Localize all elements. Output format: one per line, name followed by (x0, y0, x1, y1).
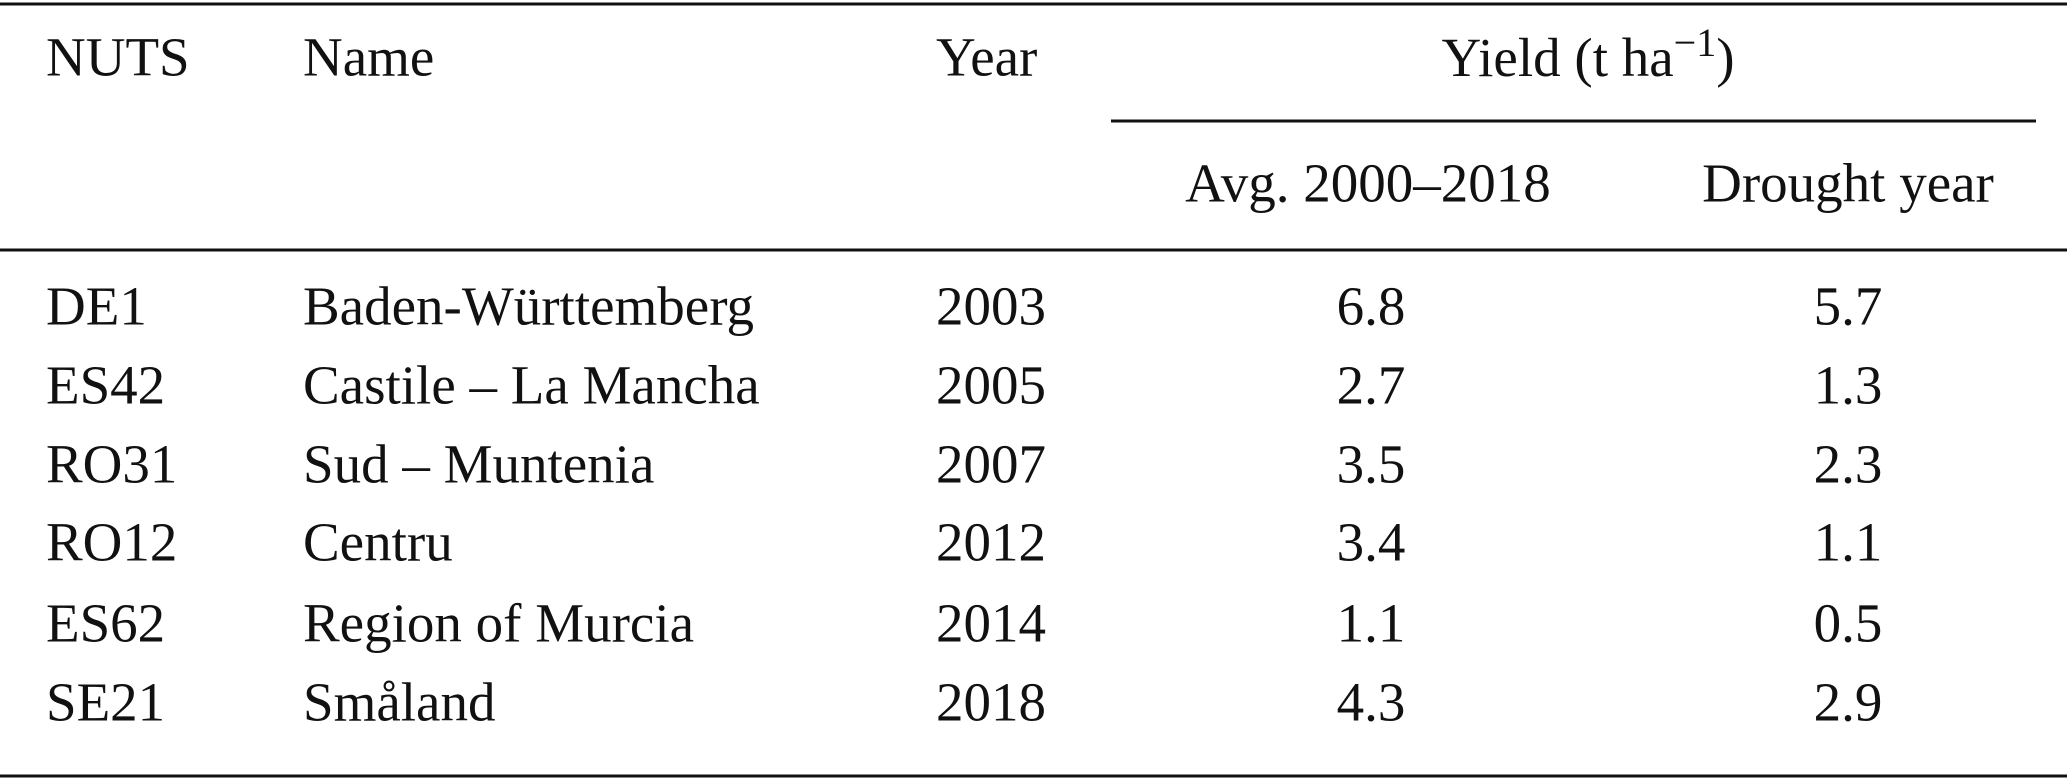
subcolumn-header: Drought year (1702, 153, 1994, 214)
subcolumn-header: Avg. 2000–2018 (1185, 153, 1551, 214)
column-header: NUTS (46, 27, 190, 88)
cell: 2.3 (1814, 434, 1883, 495)
cell: Sud – Muntenia (303, 434, 654, 495)
cell: Centru (303, 512, 453, 573)
column-header: Name (303, 27, 434, 88)
cell: 1.3 (1814, 355, 1883, 416)
cell: RO12 (46, 512, 177, 573)
cell: 3.5 (1337, 434, 1406, 495)
cell: ES42 (46, 355, 165, 416)
group-text: Yield (t ha (1441, 27, 1673, 88)
cell: 1.1 (1337, 593, 1406, 654)
group-sup: −1 (1674, 20, 1717, 65)
cell: 3.4 (1337, 512, 1406, 573)
cell: DE1 (46, 276, 147, 337)
cell: 1.1 (1814, 512, 1883, 573)
cell: RO31 (46, 434, 177, 495)
cell: Baden-Württemberg (303, 276, 754, 337)
cell: 2007 (936, 434, 1046, 495)
cell: 6.8 (1337, 276, 1406, 337)
cell: Småland (303, 672, 495, 733)
cell: 2.9 (1814, 672, 1883, 733)
cell: 0.5 (1814, 593, 1883, 654)
group-end: ) (1716, 27, 1734, 88)
cell: Region of Murcia (303, 593, 694, 654)
cell: Castile – La Mancha (303, 355, 760, 416)
cell: 5.7 (1814, 276, 1883, 337)
cell: 2018 (936, 672, 1046, 733)
cell: ES62 (46, 593, 165, 654)
cell: SE21 (46, 672, 165, 733)
cell: 2012 (936, 512, 1046, 573)
column-header: Year (936, 27, 1037, 88)
cell: 4.3 (1337, 672, 1406, 733)
cell: 2003 (936, 276, 1046, 337)
group-header: Yield (t ha−1) (1441, 20, 1734, 87)
cell: 2014 (936, 593, 1046, 654)
cell: 2005 (936, 355, 1046, 416)
cell: 2.7 (1337, 355, 1406, 416)
